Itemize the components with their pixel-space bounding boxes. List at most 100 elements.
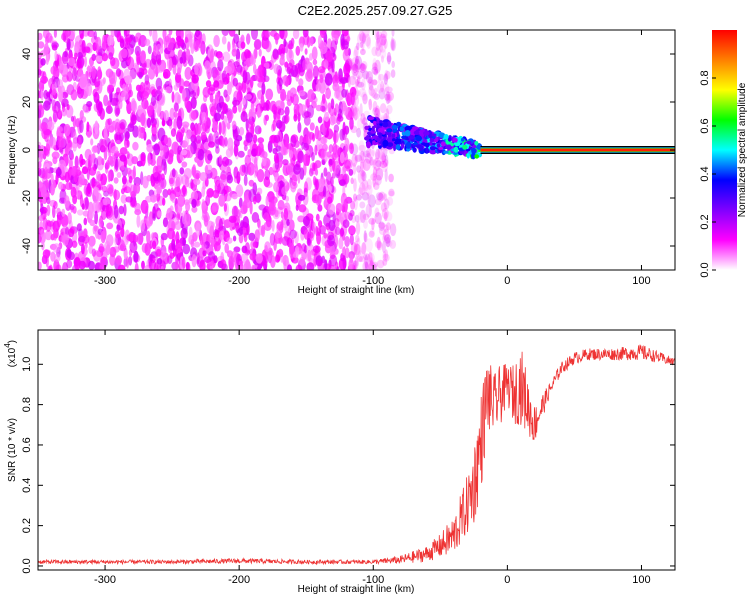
heat-cell <box>445 145 453 150</box>
heat-cell <box>97 66 102 80</box>
heat-cell <box>179 56 184 64</box>
heat-cell <box>349 209 355 217</box>
heat-cell <box>378 191 386 201</box>
heat-cell <box>223 193 232 202</box>
heat-cell <box>218 194 226 207</box>
heat-cell <box>231 193 238 200</box>
heat-cell <box>87 30 95 38</box>
heat-cell <box>361 61 368 70</box>
heat-cell <box>146 105 155 116</box>
heat-cell <box>147 45 152 55</box>
heat-cell <box>213 80 220 88</box>
heat-cell <box>227 81 232 95</box>
heat-cell <box>142 175 149 189</box>
heat-cell <box>245 259 250 270</box>
heat-cell <box>93 186 98 196</box>
heat-cell <box>177 67 181 76</box>
heat-cell <box>237 228 243 237</box>
heat-cell <box>300 104 307 113</box>
heat-cell <box>415 135 423 142</box>
heat-cell <box>382 251 387 260</box>
heat-cell <box>372 120 377 126</box>
heat-cell <box>302 30 309 38</box>
heat-cell <box>365 71 374 84</box>
heat-cell <box>68 228 75 238</box>
snr-x-ticks: -300 -200 -100 0 100 <box>94 330 651 586</box>
heat-cell <box>353 260 359 267</box>
heat-cell <box>212 69 220 83</box>
heat-cell <box>333 124 340 133</box>
heat-cell <box>42 217 48 231</box>
heat-cell <box>279 53 286 64</box>
heat-cell <box>101 53 108 62</box>
heat-cell <box>119 154 127 162</box>
heat-cell <box>152 30 158 43</box>
snr-multiplier: (x104) <box>3 340 18 367</box>
heat-cell <box>89 219 96 227</box>
heat-cell <box>354 244 362 257</box>
heat-cell <box>228 255 235 269</box>
colorbar-tick-label: 0.4 <box>699 166 711 181</box>
heat-cell <box>358 256 366 263</box>
heat-cell <box>126 140 130 148</box>
heat-cell <box>376 236 381 251</box>
heat-cell <box>378 87 386 100</box>
heat-cell <box>100 230 106 244</box>
heat-cell <box>322 143 328 152</box>
heat-cell <box>171 193 176 203</box>
spectrogram-y-ticks: -40 -20 0 20 40 <box>21 48 675 254</box>
heat-cell <box>43 89 49 100</box>
heat-cell <box>340 33 345 47</box>
heat-cell <box>91 248 97 257</box>
heat-cell <box>191 74 199 84</box>
heat-cell <box>89 57 94 67</box>
heat-cell <box>156 191 161 202</box>
heat-cell <box>408 134 415 140</box>
heat-cell <box>314 168 319 176</box>
heat-cell <box>356 70 364 80</box>
heat-cell <box>117 239 125 251</box>
heat-cell <box>188 226 193 240</box>
heat-cell <box>384 69 389 82</box>
heat-cell <box>358 150 366 164</box>
heat-cell <box>53 228 58 241</box>
heat-cell <box>354 255 359 269</box>
heat-cell <box>325 50 334 62</box>
heat-cell <box>40 58 46 66</box>
heat-cell <box>380 202 387 212</box>
heat-cell <box>150 95 157 107</box>
heat-cell <box>352 162 357 175</box>
heat-cell <box>129 67 137 80</box>
heat-cell <box>233 33 240 44</box>
heat-cell <box>440 141 446 147</box>
heat-cell <box>265 195 269 207</box>
heat-cell <box>317 178 325 193</box>
heat-cell <box>369 227 375 237</box>
heat-cell <box>77 176 83 188</box>
heat-cell <box>110 30 116 38</box>
heat-cell <box>139 81 145 95</box>
heat-cell <box>70 89 78 101</box>
heat-cell <box>377 192 384 202</box>
heat-cell <box>51 99 57 112</box>
heat-cell <box>351 154 358 167</box>
heat-cell <box>233 143 239 157</box>
heat-cell <box>359 41 364 49</box>
heat-cell <box>91 177 96 189</box>
heat-cell <box>51 151 60 160</box>
heat-cell <box>353 178 357 192</box>
heat-cell <box>231 48 237 57</box>
heat-cell <box>355 78 359 87</box>
heat-cell <box>374 240 383 249</box>
heat-cell <box>301 243 307 252</box>
heat-cell <box>317 66 326 74</box>
heat-cell <box>208 84 216 92</box>
heat-cell <box>152 144 160 151</box>
heat-cell <box>415 144 422 149</box>
heat-cell <box>220 110 225 120</box>
heat-cell <box>466 152 470 159</box>
heat-cell <box>183 199 190 206</box>
heat-cell <box>184 134 190 147</box>
heat-cell <box>68 251 75 261</box>
heat-cell <box>243 174 248 186</box>
